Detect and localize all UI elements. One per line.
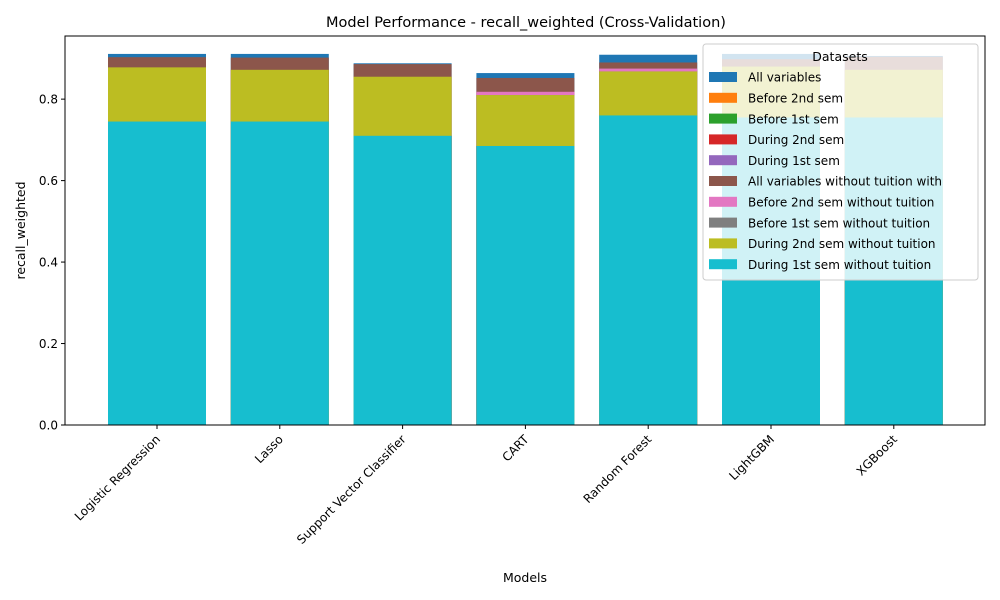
legend-swatch [709,259,737,270]
legend-label: All variables without tuition with [748,175,942,189]
plot-frame [64,35,986,426]
legend-swatch [709,176,737,186]
bar-9-3 [476,145,575,426]
legend: Datasets All variables Before 2nd sem Befo… [702,43,979,281]
bar-9-1 [230,121,329,425]
chart-title: Model Performance - recall_weighted (Cro… [326,15,726,31]
bar-9-4 [599,115,698,426]
y-axis: 0.0 0.2 0.4 0.6 0.8 [39,92,65,432]
legend-label: Before 2nd sem [748,92,843,106]
legend-label: During 1st sem without tuition [748,258,931,272]
x-axis-label: Models [503,570,547,585]
y-tick-label: 0.0 [39,418,58,432]
legend-label: During 2nd sem [748,133,844,147]
legend-label: All variables [748,71,821,85]
legend-swatch [709,155,737,166]
legend-label: Before 1st sem without tuition [748,216,930,230]
y-tick-label: 0.6 [39,174,58,188]
y-axis-label: recall_weighted [13,181,28,279]
legend-swatch [709,113,737,124]
legend-label: During 2nd sem without tuition [748,237,936,251]
legend-label: Before 2nd sem without tuition [748,196,934,210]
legend-title: Datasets [812,49,867,64]
y-tick-label: 0.4 [39,255,58,269]
legend-label: Before 1st sem [748,112,839,126]
legend-items: All variables Before 2nd sem Before 1st se… [709,71,942,272]
legend-swatch [709,72,737,82]
y-tick-label: 0.8 [39,92,58,106]
bar-9-0 [108,121,206,425]
bar-9-2 [353,135,452,426]
legend-swatch [709,196,737,207]
legend-swatch [709,134,737,145]
legend-label: During 1st sem [748,154,840,168]
legend-swatch [709,92,737,103]
legend-swatch [709,238,737,249]
y-tick-label: 0.2 [39,337,58,351]
legend-frame [702,43,979,281]
legend-swatch [709,217,737,228]
